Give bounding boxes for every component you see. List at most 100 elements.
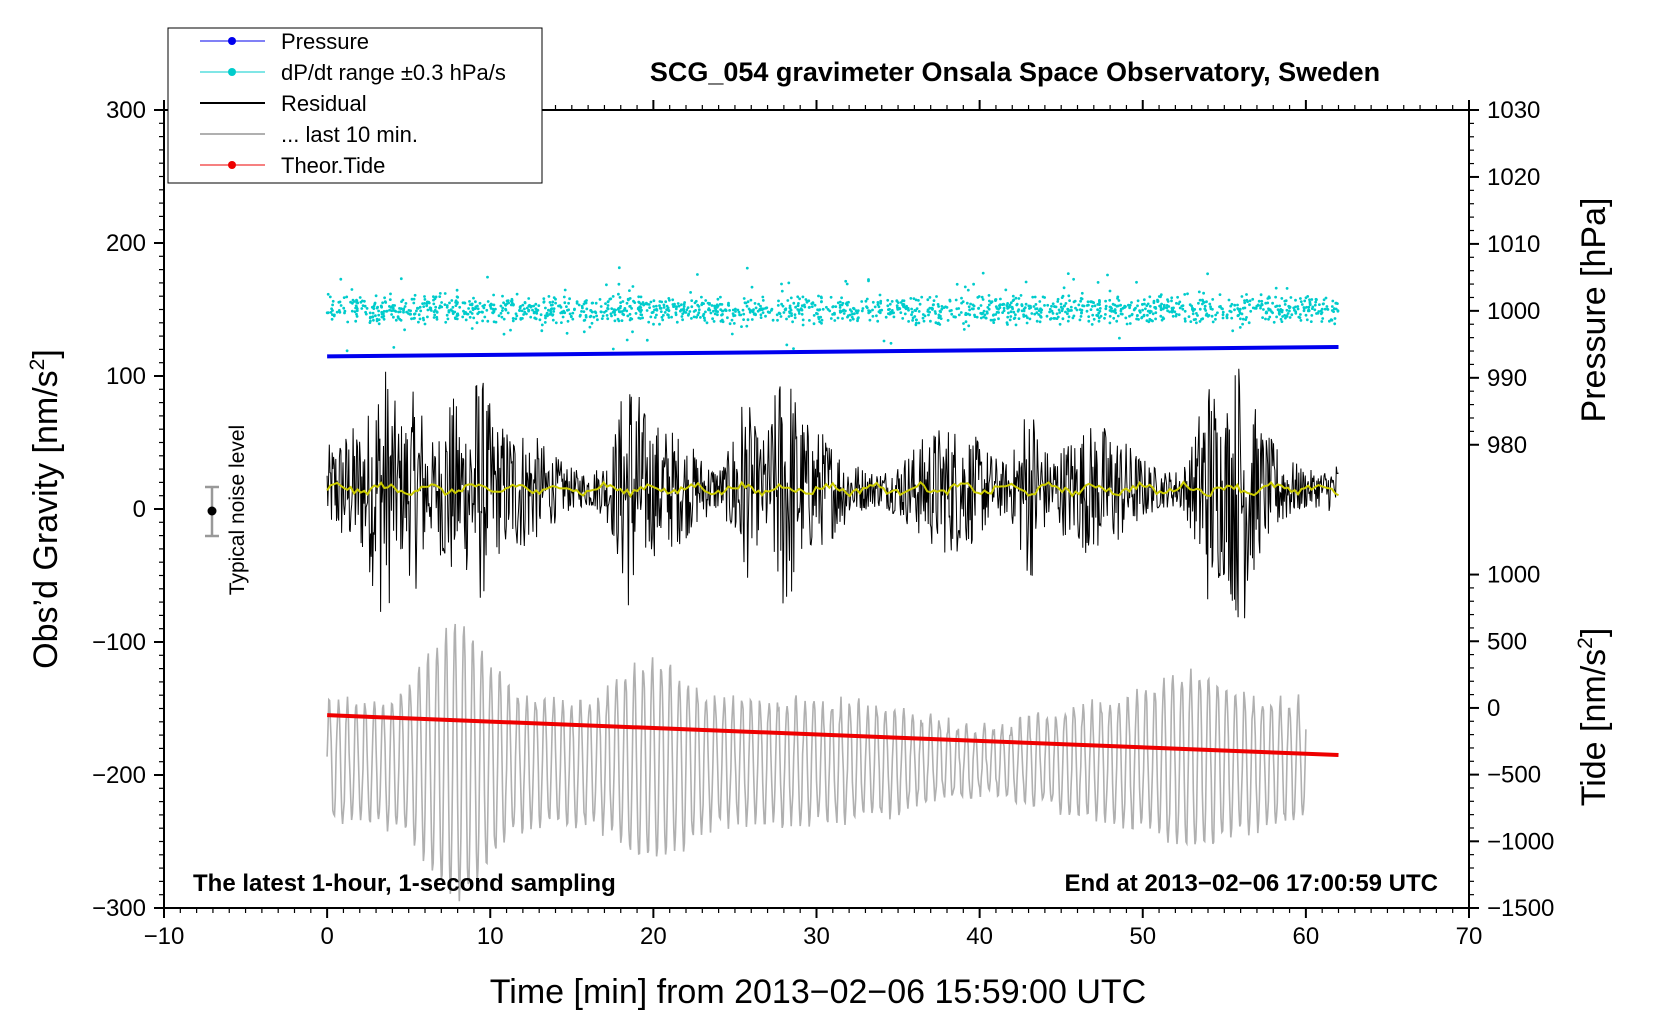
dpdt-point	[447, 309, 451, 312]
dpdt-point	[789, 296, 793, 300]
dpdt-point	[1259, 293, 1263, 297]
dpdt-point	[907, 320, 910, 323]
dpdt-point	[749, 298, 753, 302]
dpdt-point	[812, 322, 816, 326]
dpdt-point	[939, 310, 942, 314]
dpdt-point	[435, 317, 439, 321]
dpdt-point	[1124, 316, 1128, 320]
dpdt-point	[645, 309, 649, 312]
dpdt-point	[551, 300, 555, 304]
legend-item: dP/dt range ±0.3 hPa/s	[200, 60, 506, 85]
dpdt-point	[754, 306, 758, 310]
dpdt-point	[1286, 312, 1290, 315]
dpdt-point	[582, 302, 586, 306]
dpdt-point	[915, 307, 919, 310]
dpdt-point	[878, 309, 882, 312]
dpdt-point	[598, 298, 602, 301]
dpdt-point	[1147, 320, 1151, 324]
dpdt-point	[1229, 304, 1233, 308]
dpdt-point	[1299, 297, 1302, 300]
dpdt-point	[497, 314, 501, 318]
dpdt-point	[474, 305, 478, 309]
dpdt-point	[519, 317, 523, 321]
dpdt-point	[1067, 315, 1071, 319]
dpdt-point	[1115, 319, 1119, 323]
dpdt-point	[1135, 280, 1138, 284]
y-axis-label-pressure: Pressure [hPa]	[1575, 198, 1613, 423]
dpdt-point	[1024, 314, 1028, 318]
dpdt-point	[878, 293, 882, 297]
dpdt-point	[706, 301, 710, 305]
dpdt-point	[910, 313, 913, 317]
annotation-end-time: End at 2013−02−06 17:00:59 UTC	[1064, 870, 1438, 897]
dpdt-point	[964, 320, 968, 324]
dpdt-point	[937, 313, 941, 317]
dpdt-point	[1008, 303, 1012, 307]
dpdt-point	[1128, 306, 1131, 310]
dpdt-point	[1221, 316, 1225, 320]
dpdt-point	[525, 312, 528, 316]
dpdt-point	[660, 300, 664, 304]
dpdt-point	[876, 319, 880, 323]
dpdt-point	[1279, 309, 1283, 313]
dpdt-point	[713, 304, 716, 308]
dpdt-point	[745, 324, 749, 328]
dpdt-point	[895, 304, 899, 308]
dpdt-point	[590, 321, 594, 325]
dpdt-point	[328, 295, 332, 299]
dpdt-point	[613, 319, 617, 323]
dpdt-point	[1307, 305, 1311, 309]
y-tick-label: 200	[106, 230, 146, 257]
dpdt-point	[605, 314, 609, 317]
dpdt-point	[440, 301, 443, 304]
dpdt-point	[1081, 304, 1084, 308]
dpdt-point	[1330, 309, 1334, 312]
dpdt-point	[1292, 306, 1296, 310]
dpdt-point	[381, 301, 384, 305]
dpdt-point	[1035, 319, 1039, 323]
dpdt-point	[702, 302, 705, 305]
dpdt-point	[383, 300, 387, 304]
dpdt-point	[1166, 309, 1169, 313]
dpdt-point	[910, 307, 913, 311]
dpdt-point	[856, 319, 859, 323]
dpdt-point	[1141, 308, 1144, 312]
dpdt-point	[876, 301, 880, 304]
dpdt-point	[907, 308, 910, 312]
dpdt-point	[720, 319, 724, 323]
dpdt-point	[1236, 303, 1239, 307]
dpdt-point	[1025, 321, 1029, 325]
dpdt-point	[509, 328, 512, 332]
dpdt-point	[1106, 273, 1109, 277]
dpdt-point	[721, 313, 724, 316]
dpdt-point	[1191, 306, 1194, 310]
dpdt-point	[1009, 310, 1013, 314]
dpdt-point	[889, 310, 892, 314]
dpdt-point	[1259, 306, 1262, 310]
dpdt-point	[1055, 312, 1059, 316]
dpdt-point	[1016, 309, 1020, 313]
dpdt-point	[954, 298, 958, 302]
dpdt-point	[1245, 316, 1248, 319]
dpdt-point	[372, 304, 376, 308]
dpdt-point	[546, 314, 549, 318]
dpdt-point	[955, 282, 959, 286]
dpdt-point	[641, 316, 644, 320]
dpdt-point	[914, 298, 918, 302]
dpdt-point	[1128, 303, 1132, 307]
dpdt-point	[1336, 309, 1340, 313]
dpdt-point	[1161, 307, 1165, 311]
dpdt-point	[808, 305, 811, 309]
dpdt-point	[551, 303, 554, 307]
dpdt-point	[776, 304, 780, 307]
dpdt-point	[625, 309, 629, 313]
dpdt-point	[1288, 316, 1292, 319]
dpdt-point	[778, 312, 782, 315]
dpdt-point	[1201, 302, 1204, 306]
dpdt-point	[589, 314, 593, 318]
dpdt-point	[1205, 312, 1209, 316]
dpdt-point	[1333, 317, 1337, 320]
dpdt-point	[595, 314, 598, 318]
dpdt-point	[1118, 336, 1121, 340]
dpdt-point	[1039, 307, 1042, 311]
